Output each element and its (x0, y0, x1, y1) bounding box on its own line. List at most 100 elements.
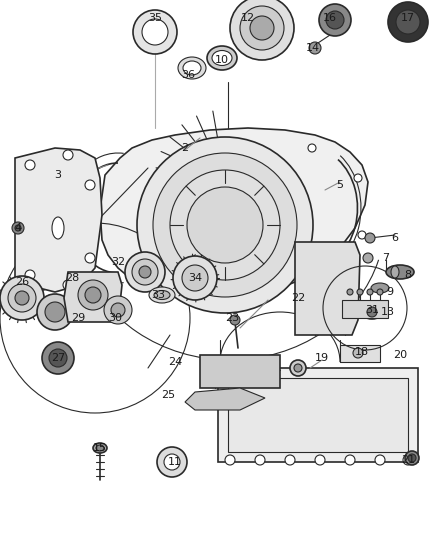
Text: 5: 5 (336, 180, 343, 190)
Circle shape (139, 266, 151, 278)
Ellipse shape (178, 57, 206, 79)
Polygon shape (342, 300, 388, 318)
Circle shape (182, 265, 208, 291)
Text: 23: 23 (225, 313, 239, 323)
Circle shape (157, 447, 187, 477)
Text: 9: 9 (386, 287, 394, 297)
Circle shape (42, 342, 74, 374)
Text: 21: 21 (401, 455, 415, 465)
Circle shape (85, 180, 95, 190)
Ellipse shape (386, 265, 414, 279)
Circle shape (133, 10, 177, 54)
Text: 11: 11 (168, 457, 182, 467)
Text: 16: 16 (323, 13, 337, 23)
Text: 12: 12 (241, 13, 255, 23)
Text: 4: 4 (14, 223, 21, 233)
Circle shape (173, 256, 217, 300)
Text: 29: 29 (71, 313, 85, 323)
Circle shape (63, 280, 73, 290)
Text: 7: 7 (382, 253, 389, 263)
Text: 26: 26 (15, 277, 29, 287)
Polygon shape (15, 148, 102, 292)
Circle shape (255, 455, 265, 465)
Text: 33: 33 (151, 290, 165, 300)
Polygon shape (295, 242, 360, 335)
Circle shape (104, 296, 132, 324)
Circle shape (315, 455, 325, 465)
Ellipse shape (361, 305, 383, 319)
Circle shape (0, 276, 44, 320)
Text: 36: 36 (181, 70, 195, 80)
Circle shape (367, 307, 377, 317)
Circle shape (347, 289, 353, 295)
Circle shape (15, 291, 29, 305)
Text: 8: 8 (404, 270, 412, 280)
Circle shape (45, 302, 65, 322)
Polygon shape (200, 355, 280, 388)
Ellipse shape (96, 445, 104, 451)
Circle shape (354, 174, 362, 182)
Ellipse shape (52, 217, 64, 239)
Circle shape (294, 364, 302, 372)
Polygon shape (228, 378, 408, 452)
Circle shape (25, 160, 35, 170)
Circle shape (396, 10, 420, 34)
Text: 35: 35 (148, 13, 162, 23)
Circle shape (132, 259, 158, 285)
Ellipse shape (183, 61, 201, 75)
Text: 17: 17 (401, 13, 415, 23)
Circle shape (309, 42, 321, 54)
Circle shape (12, 222, 24, 234)
Circle shape (25, 270, 35, 280)
Circle shape (230, 0, 294, 60)
Circle shape (225, 455, 235, 465)
Text: 18: 18 (355, 347, 369, 357)
Text: 31: 31 (365, 305, 379, 315)
Circle shape (111, 303, 125, 317)
Text: 2: 2 (181, 143, 189, 153)
Circle shape (187, 187, 263, 263)
Polygon shape (64, 272, 122, 322)
Circle shape (142, 19, 168, 45)
Circle shape (405, 451, 419, 465)
Circle shape (357, 289, 363, 295)
Circle shape (365, 233, 375, 243)
Circle shape (377, 289, 383, 295)
Ellipse shape (149, 287, 175, 303)
Circle shape (285, 455, 295, 465)
Circle shape (85, 287, 101, 303)
Circle shape (49, 349, 67, 367)
Ellipse shape (93, 443, 107, 453)
Polygon shape (218, 368, 418, 462)
Text: 15: 15 (93, 443, 107, 453)
Circle shape (125, 252, 165, 292)
Text: 30: 30 (108, 313, 122, 323)
Circle shape (8, 284, 36, 312)
Circle shape (250, 16, 274, 40)
Text: 13: 13 (381, 307, 395, 317)
Text: 25: 25 (161, 390, 175, 400)
Text: 28: 28 (65, 273, 79, 283)
Polygon shape (100, 128, 368, 302)
Text: 19: 19 (315, 353, 329, 363)
Circle shape (388, 2, 428, 42)
Text: 22: 22 (291, 293, 305, 303)
Circle shape (37, 294, 73, 330)
Text: 32: 32 (111, 257, 125, 267)
Ellipse shape (154, 290, 170, 300)
Circle shape (363, 253, 373, 263)
Ellipse shape (371, 283, 389, 293)
Circle shape (319, 4, 351, 36)
Circle shape (326, 11, 344, 29)
Circle shape (408, 454, 416, 462)
Circle shape (375, 455, 385, 465)
Ellipse shape (212, 51, 232, 66)
Circle shape (85, 253, 95, 263)
Circle shape (358, 231, 366, 239)
Circle shape (308, 144, 316, 152)
Circle shape (15, 225, 21, 231)
Circle shape (153, 153, 297, 297)
Circle shape (137, 137, 313, 313)
Circle shape (230, 315, 240, 325)
Circle shape (345, 455, 355, 465)
